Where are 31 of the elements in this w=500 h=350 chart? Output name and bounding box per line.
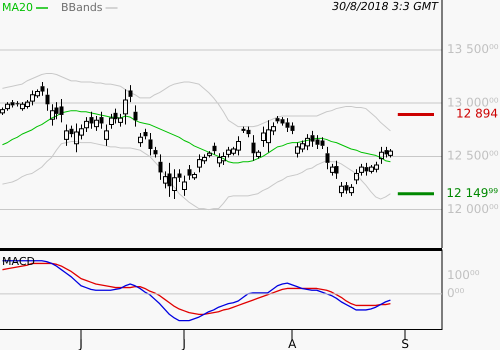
candlestick [326,146,330,170]
x-tick-label: A [288,336,298,350]
y-tick-label: 12 000⁰⁰ [447,202,499,216]
candlestick [144,128,148,140]
y-tick-label: 12 500⁰⁰ [447,148,499,163]
candlestick [163,170,168,189]
y-tick-label: 0⁰⁰ [447,286,464,300]
candlestick [50,104,55,126]
y-tick-label: 13 500⁰⁰ [447,42,499,56]
legend-label: BBands [61,0,103,14]
annotation: 30/8/2018 3:3 GMT [332,0,440,13]
x-tick-label: J [78,336,83,350]
candlestick [148,132,152,156]
candlestick [221,152,226,166]
candlestick [212,142,216,155]
x-tick-label: J [181,336,186,350]
legend-label: MA20 [2,0,34,14]
candlestick [104,124,109,146]
candlestick [46,88,50,112]
candlestick [128,84,132,103]
candlestick [138,132,143,148]
candlestick [134,104,138,128]
candlestick [158,154,162,180]
ref-line-label: 12 149⁹⁹ [446,186,498,200]
y-tick-label: 100⁰⁰ [447,268,480,282]
ref-line-label: 12 894 [456,106,498,121]
y-tick-label: 13 000⁰⁰ [447,95,499,110]
candlestick [123,88,128,126]
candlestick [154,146,158,158]
x-tick-label: S [401,336,409,350]
candlestick [182,175,187,196]
